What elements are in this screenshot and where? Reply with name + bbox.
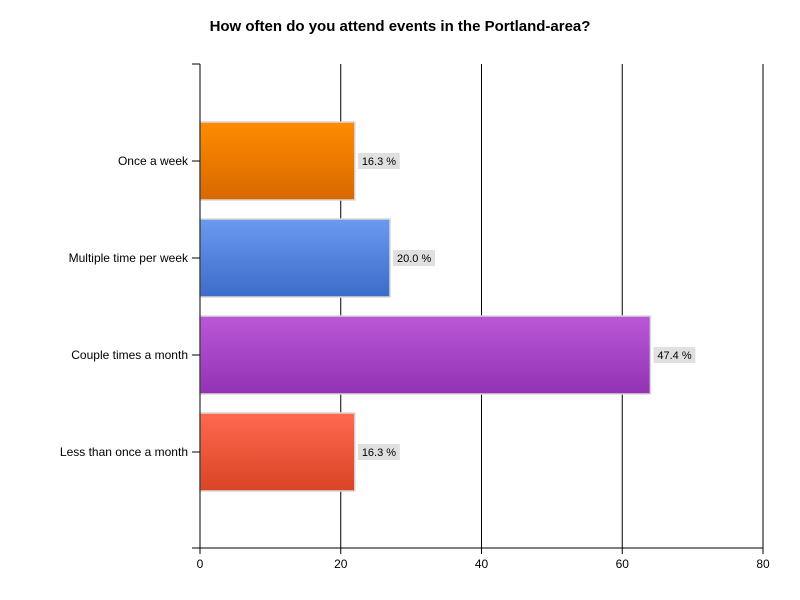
data-label-bg — [357, 153, 400, 169]
bar — [199, 412, 356, 492]
data-label: 47.4 % — [657, 350, 691, 362]
data-label: 16.3 % — [362, 156, 396, 168]
x-tick-label: 80 — [756, 557, 770, 571]
x-tick-label: 40 — [475, 557, 489, 571]
data-label: 20.0 % — [397, 253, 431, 265]
bar — [199, 218, 391, 298]
data-label-bg — [393, 250, 436, 266]
category-label: Couple times a month — [71, 348, 188, 362]
category-label: Once a week — [118, 154, 189, 168]
x-tick-label: 0 — [197, 557, 204, 571]
x-tick-label: 60 — [616, 557, 630, 571]
data-label-bg — [653, 347, 696, 363]
data-label: 16.3 % — [362, 447, 396, 459]
data-label-bg — [357, 444, 400, 460]
bar — [199, 315, 652, 395]
chart-title: How often do you attend events in the Po… — [209, 18, 591, 35]
category-label: Less than once a month — [60, 445, 188, 459]
x-tick-label: 20 — [334, 557, 348, 571]
category-label: Multiple time per week — [69, 251, 189, 265]
bar — [199, 121, 356, 201]
